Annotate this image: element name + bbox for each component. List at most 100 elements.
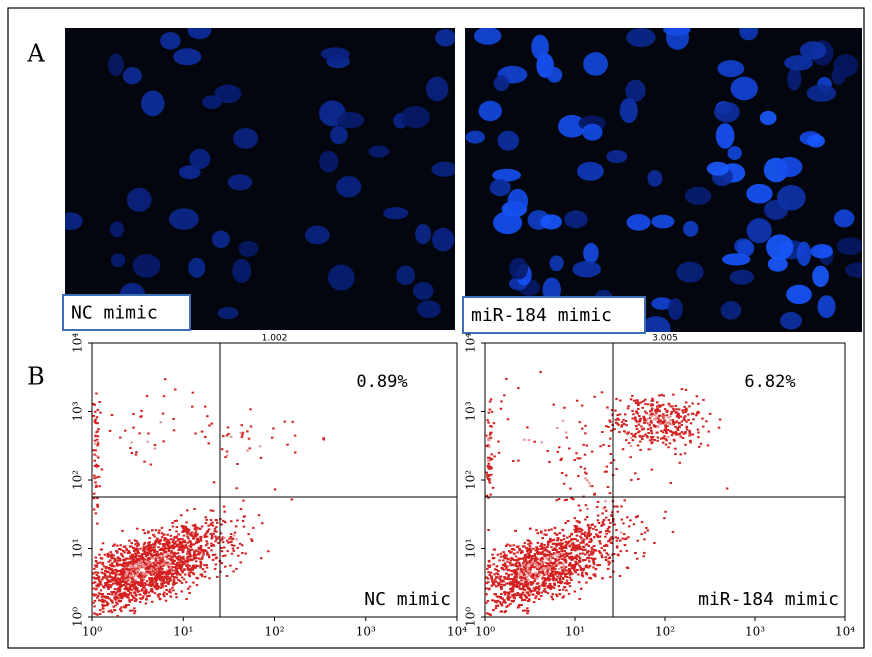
event-dot: [660, 394, 663, 396]
event-dot: [171, 546, 174, 548]
event-dot: [111, 553, 114, 555]
y-tick-label: 10¹: [71, 538, 85, 558]
event-dot: [145, 571, 148, 573]
event-dot: [538, 571, 541, 573]
event-dot: [203, 564, 206, 566]
event-dot: [529, 545, 532, 547]
event-dot: [524, 594, 527, 596]
event-dot: [602, 444, 605, 446]
event-dot: [102, 562, 105, 564]
event-dot: [154, 444, 157, 446]
event-dot: [172, 418, 175, 420]
event-dot: [552, 579, 555, 581]
event-dot: [558, 446, 561, 448]
event-dot: [654, 439, 657, 441]
event-dot: [128, 583, 131, 585]
event-dot: [140, 585, 143, 587]
event-dot: [544, 580, 547, 582]
nucleus: [160, 32, 180, 50]
nucleus: [747, 218, 772, 243]
event-dot: [664, 438, 667, 440]
event-dot: [644, 403, 647, 405]
quadrant-percent: 0.89%: [356, 372, 407, 392]
event-dot: [94, 481, 97, 483]
event-dot: [593, 494, 596, 496]
panel-label: B: [27, 363, 45, 391]
event-dot: [599, 552, 602, 554]
event-dot: [526, 550, 529, 552]
event-dot: [485, 602, 488, 604]
nucleus: [494, 75, 510, 91]
event-dot: [106, 601, 109, 603]
event-dot: [625, 420, 628, 422]
event-dot: [267, 550, 270, 552]
event-dot: [139, 601, 142, 603]
event-dot: [568, 556, 571, 558]
event-dot: [158, 586, 161, 588]
event-dot: [556, 427, 559, 429]
event-dot: [523, 557, 526, 559]
event-dot: [648, 448, 651, 450]
event-dot: [174, 389, 177, 391]
event-dot: [634, 552, 637, 554]
event-dot: [154, 592, 157, 594]
event-dot: [556, 556, 559, 558]
nucleus: [721, 301, 742, 320]
event-dot: [570, 579, 573, 581]
event-dot: [189, 541, 192, 543]
nucleus: [837, 237, 864, 255]
event-dot: [181, 591, 184, 593]
event-dot: [576, 529, 579, 531]
event-dot: [145, 573, 148, 575]
event-dot: [206, 415, 209, 417]
event-dot: [101, 578, 104, 580]
nucleus: [760, 111, 777, 125]
event-dot: [490, 426, 493, 428]
event-dot: [99, 583, 102, 585]
event-dot: [553, 404, 556, 406]
event-dot: [223, 506, 226, 508]
event-dot: [564, 582, 567, 584]
event-dot: [133, 612, 136, 614]
event-dot: [530, 584, 533, 586]
event-dot: [208, 442, 211, 444]
event-dot: [534, 590, 537, 592]
event-dot: [185, 526, 188, 528]
event-dot: [592, 567, 595, 569]
event-dot: [497, 554, 500, 556]
event-dot: [537, 532, 540, 534]
nucleus: [766, 234, 793, 260]
event-dot: [574, 549, 577, 551]
event-dot: [574, 591, 577, 593]
nucleus: [111, 253, 125, 267]
event-dot: [167, 539, 170, 541]
event-dot: [143, 461, 146, 463]
event-dot: [188, 529, 191, 531]
event-dot: [544, 578, 547, 580]
event-dot: [124, 430, 127, 432]
event-dot: [582, 553, 585, 555]
event-dot: [534, 559, 537, 561]
event-dot: [549, 587, 552, 589]
event-dot: [227, 427, 230, 429]
event-dot: [227, 542, 230, 544]
event-dot: [166, 534, 169, 536]
event-dot: [665, 427, 668, 429]
event-dot: [492, 487, 495, 489]
event-dot: [580, 588, 583, 590]
event-dot: [529, 549, 532, 551]
event-dot: [146, 441, 149, 443]
event-dot: [559, 579, 562, 581]
event-dot: [506, 561, 509, 563]
event-dot: [142, 557, 145, 559]
event-dot: [104, 585, 107, 587]
nucleus: [807, 84, 836, 101]
event-dot: [530, 573, 533, 575]
event-dot: [572, 546, 575, 548]
event-dot: [637, 478, 640, 480]
event-dot: [565, 570, 568, 572]
event-dot: [212, 533, 215, 535]
event-dot: [210, 549, 213, 551]
event-dot: [487, 457, 490, 459]
event-dot: [171, 573, 174, 575]
